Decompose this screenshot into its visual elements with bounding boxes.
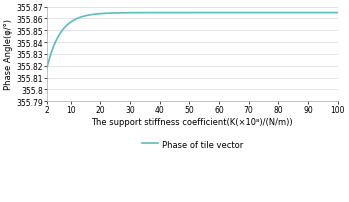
Phase of tile vector xyxy=(183,12,187,15)
Line: Phase of tile vector: Phase of tile vector xyxy=(47,14,337,69)
Phase of tile vector xyxy=(185,12,189,15)
Phase of tile vector xyxy=(45,67,49,70)
Phase of tile vector xyxy=(202,12,206,15)
Phase of tile vector xyxy=(328,12,333,15)
Phase of tile vector xyxy=(335,12,340,15)
Phase of tile vector xyxy=(218,12,222,15)
X-axis label: The support stiffness coefficient(K(×10⁸)/(N/m)): The support stiffness coefficient(K(×10⁸… xyxy=(91,118,293,126)
Y-axis label: Phase Angle(φ/°): Phase Angle(φ/°) xyxy=(4,19,13,90)
Legend: Phase of tile vector: Phase of tile vector xyxy=(138,137,246,152)
Phase of tile vector xyxy=(283,12,287,15)
